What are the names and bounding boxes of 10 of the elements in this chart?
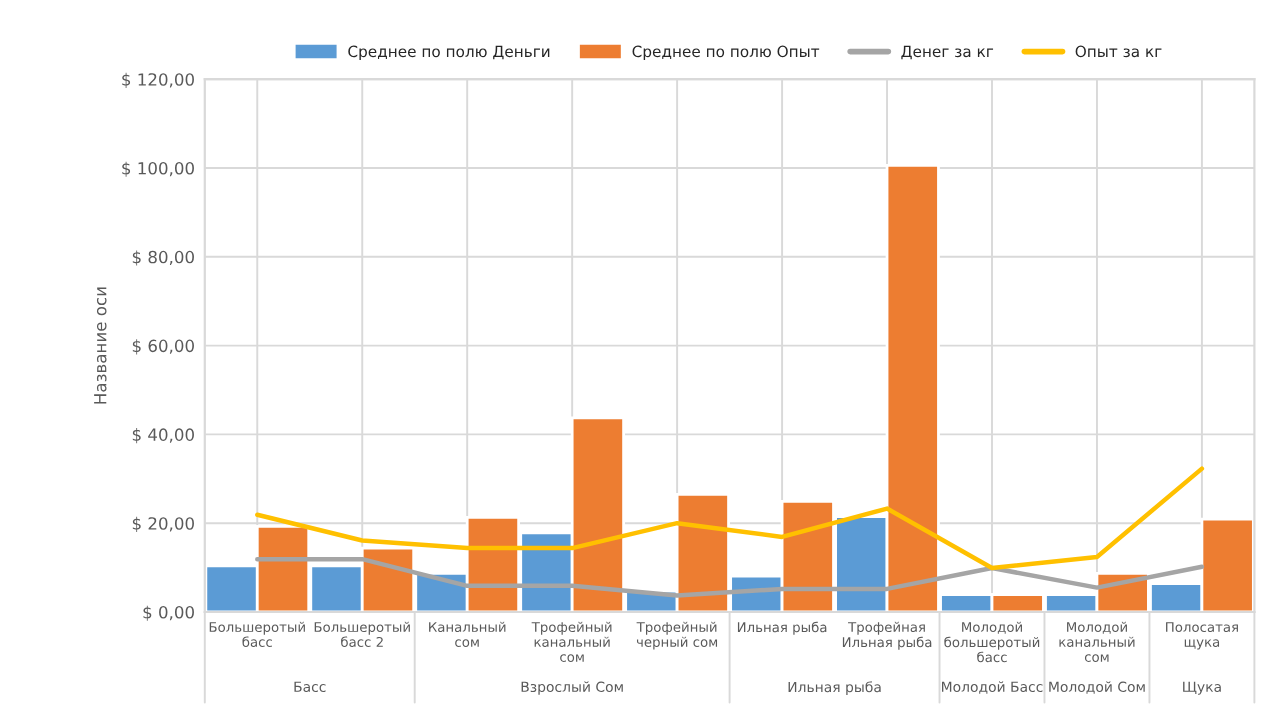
line-series (255, 556, 1205, 598)
line-series (255, 466, 1205, 571)
y-tick-label: $ 60,00 (132, 339, 194, 355)
y-axis-title: Название оси (94, 287, 107, 404)
y-tick-label: $ 20,00 (132, 516, 194, 532)
y-tick-label: $ 40,00 (132, 428, 194, 444)
y-tick-label: $ 120,00 (122, 72, 194, 88)
y-tick-label: $ 100,00 (122, 161, 194, 177)
y-tick-label: $ 80,00 (132, 250, 194, 266)
y-tick-label: $ 0,00 (143, 605, 194, 621)
